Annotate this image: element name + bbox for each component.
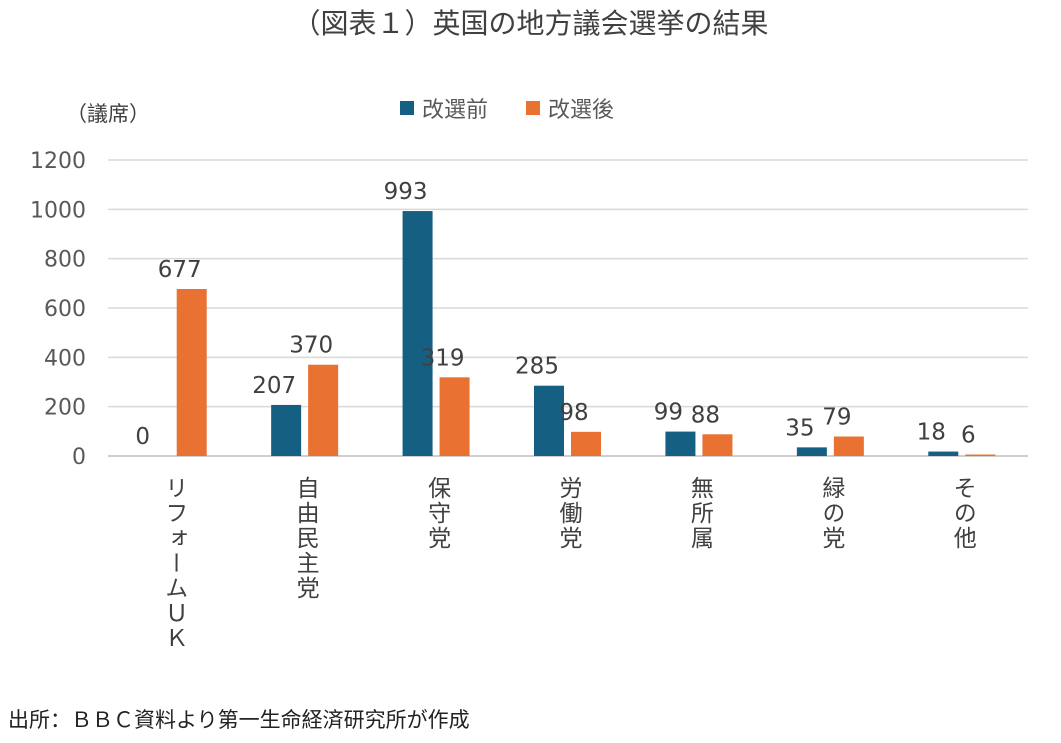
x-category-label: 無所属 bbox=[686, 476, 713, 551]
data-label: 319 bbox=[421, 345, 465, 371]
legend-swatch-after bbox=[526, 101, 541, 115]
bar-after bbox=[308, 364, 339, 456]
data-label: 79 bbox=[822, 405, 851, 431]
bar-before bbox=[402, 211, 433, 456]
data-label: 677 bbox=[158, 257, 202, 283]
x-category-label: 労働党 bbox=[555, 476, 581, 551]
bar-after bbox=[833, 436, 864, 456]
legend-item-before: 改選前 bbox=[400, 92, 488, 124]
data-label: 18 bbox=[917, 420, 946, 446]
y-tick-label: 1200 bbox=[30, 149, 86, 174]
legend-swatch-before bbox=[400, 101, 414, 115]
chart-title: （図表１）英国の地方議会選挙の結果 bbox=[292, 7, 769, 40]
source-note: 出所：ＢＢＣ資料より第一生命経済研究所が作成 bbox=[8, 708, 470, 732]
bar-before bbox=[665, 431, 696, 456]
y-tick-label: 0 bbox=[72, 445, 86, 470]
data-label: 285 bbox=[515, 354, 559, 380]
bar-before bbox=[928, 451, 959, 456]
bar-before bbox=[271, 404, 302, 456]
x-category-label: その他 bbox=[949, 476, 976, 551]
x-category-label: リフォームＵＫ bbox=[160, 476, 187, 651]
data-label: 99 bbox=[654, 400, 683, 426]
legend-item-after: 改選後 bbox=[526, 92, 614, 124]
bar-after bbox=[965, 454, 996, 456]
legend-label-after: 改選後 bbox=[548, 98, 615, 123]
data-label: 88 bbox=[691, 402, 720, 428]
y-tick-label: 1000 bbox=[30, 198, 86, 223]
legend-label-before: 改選前 bbox=[422, 98, 489, 123]
bar-after bbox=[439, 377, 470, 456]
x-category-label: 保守党 bbox=[423, 476, 450, 551]
x-category-label: 緑の党 bbox=[817, 476, 844, 551]
data-label: 993 bbox=[384, 179, 428, 205]
data-label: 98 bbox=[559, 400, 588, 426]
data-label: 0 bbox=[135, 424, 150, 450]
data-label: 6 bbox=[961, 423, 976, 449]
bar-after bbox=[571, 431, 601, 456]
legend: 改選前 改選後 bbox=[400, 92, 614, 124]
y-tick-label: 600 bbox=[44, 297, 86, 322]
bar-after bbox=[702, 434, 733, 456]
x-category-label: 自由民主党 bbox=[292, 476, 319, 601]
y-tick-label: 400 bbox=[44, 346, 86, 371]
data-label: 370 bbox=[289, 333, 333, 359]
data-label: 35 bbox=[785, 415, 814, 441]
y-axis-unit-label: （議席） bbox=[66, 102, 150, 126]
bar-before bbox=[796, 447, 827, 456]
bar-before bbox=[534, 385, 564, 456]
bar-after bbox=[176, 289, 207, 456]
y-tick-label: 200 bbox=[44, 396, 86, 421]
y-tick-label: 800 bbox=[44, 248, 86, 273]
data-label: 207 bbox=[252, 373, 296, 399]
